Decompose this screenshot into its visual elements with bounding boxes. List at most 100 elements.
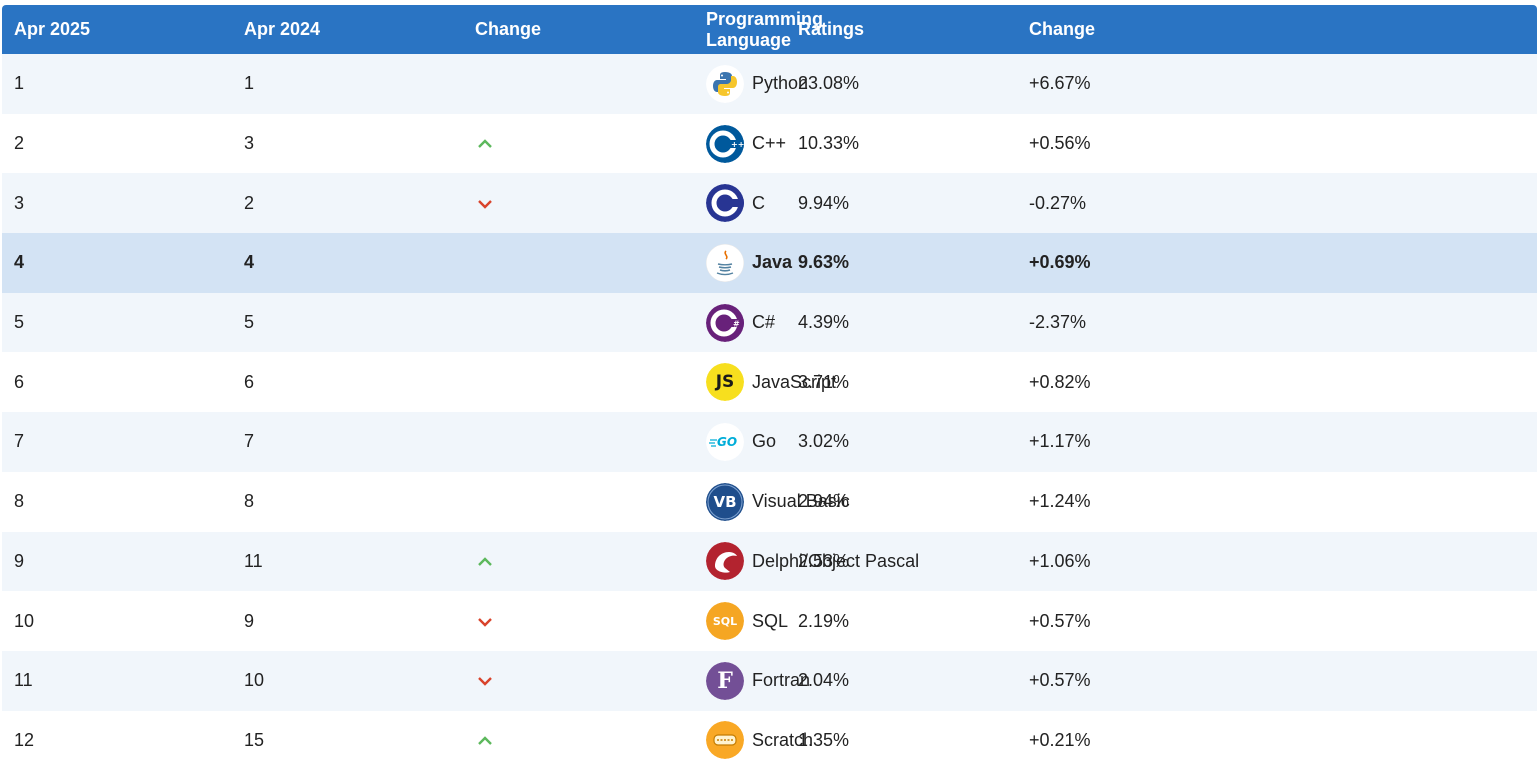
table-row[interactable]: 11 10 F Fortran 2.04% +0.57% [2,650,1537,711]
header-row: Apr 2025 Apr 2024 Change Programming Lan… [2,5,1537,54]
ranking-table: Apr 2025 Apr 2024 Change Programming Lan… [2,5,1537,770]
rating-change-value: +6.67% [1029,73,1091,94]
sql-logo-icon: SQL [706,602,744,641]
logo-text: F [717,667,733,694]
current-rank: 2 [14,133,25,154]
language-name[interactable]: Python [752,73,809,94]
language-logo-cell: VB [694,472,744,532]
language-logo-cell [694,711,744,770]
header-rank-change[interactable]: Change [475,19,542,39]
current-rank: 1 [14,73,25,94]
language-logo-cell: JS [694,352,744,412]
rating-value: 1.35% [798,729,850,750]
table-row[interactable]: 12 15 Scratch 1.35% +0.21% [2,710,1537,770]
current-rank: 5 [14,312,25,333]
scratch-logo-icon [706,721,744,760]
language-logo-cell: GO [694,412,744,472]
arrow-down-icon [477,670,493,691]
language-logo-cell [694,54,744,114]
javascript-logo-icon: JS [706,363,744,402]
table-row[interactable]: 10 9 SQL SQL 2.19% +0.57% [2,591,1537,651]
language-name[interactable]: Delphi/Object Pascal [752,550,920,571]
language-logo-cell: SQL [694,591,744,651]
go-logo-icon: GO [706,422,744,461]
current-rank: 11 [14,670,33,691]
rating-value: 3.71% [798,371,850,392]
table-row[interactable]: 5 5 # C# 4.39% -2.37% [2,292,1537,353]
csharp-logo-icon: # [706,303,744,342]
language-name[interactable]: Java [752,252,793,273]
header-current-rank[interactable]: Apr 2025 [14,19,91,39]
previous-rank: 15 [244,729,265,750]
current-rank: 3 [14,192,25,213]
rating-value: 9.94% [798,192,850,213]
rank-change [463,591,694,651]
language-name[interactable]: C++ [752,133,787,154]
delphi-logo-icon [706,542,744,581]
visual-basic-logo-icon: VB [706,482,744,521]
language-logo-cell: ++ [694,114,744,174]
rating-change-value: -2.37% [1029,312,1087,333]
rating-value: 23.08% [798,73,860,94]
header-ratings[interactable]: Ratings [798,19,865,39]
table-row[interactable]: 4 4 Java 9.63% +0.69% [2,233,1537,293]
current-rank: 4 [14,252,25,273]
table-row[interactable]: 1 1 Python 23.08% +6.67% [2,54,1537,114]
ranking-table-container: Apr 2025 Apr 2024 Change Programming Lan… [2,5,1537,770]
rank-change [463,114,694,174]
arrow-down-icon [477,611,493,632]
previous-rank: 1 [244,73,255,94]
previous-rank: 8 [244,491,255,512]
previous-rank: 5 [244,312,255,333]
table-row[interactable]: 7 7 GO Go 3.02% +1.17% [2,412,1537,472]
svg-text:#: # [733,319,740,328]
header-previous-rank[interactable]: Apr 2024 [244,19,321,39]
rating-change-value: +0.56% [1029,133,1091,154]
logo-text: SQL [712,614,738,628]
table-row[interactable]: 6 6 JS JavaScript 3.71% +0.82% [2,352,1537,413]
current-rank: 7 [14,431,25,452]
language-name[interactable]: Go [752,431,777,452]
rating-value: 2.94% [798,491,850,512]
current-rank: 9 [14,550,25,571]
table-row[interactable]: 9 11 Delphi/Object Pascal 2.53% +1.06% [2,531,1537,592]
rank-change [463,412,694,472]
rating-change-value: +0.82% [1029,371,1091,392]
table-row[interactable]: 8 8 VB Visual Basic 2.94% +1.24% [2,471,1537,532]
language-name[interactable]: Fortran [752,670,811,691]
rating-change-value: +0.57% [1029,610,1091,631]
previous-rank: 6 [244,371,255,392]
rank-change [463,352,694,412]
language-logo-cell: # [694,293,744,353]
rating-value: 2.04% [798,670,850,691]
rating-value: 4.39% [798,312,850,333]
language-name[interactable]: C# [752,312,776,333]
fortran-logo-icon: F [706,661,744,700]
java-logo-icon [706,243,744,282]
rank-change [463,173,694,233]
logo-text: JS [715,372,735,393]
language-name[interactable]: Scratch [752,729,814,750]
rating-value: 2.53% [798,550,850,571]
previous-rank: 2 [244,192,255,213]
logo-text: GO [716,434,738,449]
arrow-up-icon [477,551,493,572]
rating-change-value: +0.69% [1029,252,1091,273]
rating-change-value: -0.27% [1029,192,1087,213]
language-name[interactable]: Visual Basic [752,491,850,512]
current-rank: 12 [14,729,35,750]
language-name[interactable]: JavaScript [752,371,837,392]
previous-rank: 10 [244,670,265,691]
language-name[interactable]: SQL [752,610,789,631]
table-row[interactable]: 2 3 ++ C++ 10.33% +0.56% [2,113,1537,174]
rank-change [463,54,694,114]
previous-rank: 4 [244,252,255,273]
rank-change [463,532,694,592]
header-language[interactable]: Programming Language [706,8,824,50]
rating-change-value: +0.21% [1029,729,1091,750]
language-logo-cell [694,532,744,592]
header-rating-change[interactable]: Change [1029,19,1096,39]
language-name[interactable]: C [752,192,765,213]
c-logo-icon [706,184,744,223]
table-row[interactable]: 3 2 C 9.94% -0.27% [2,173,1537,234]
